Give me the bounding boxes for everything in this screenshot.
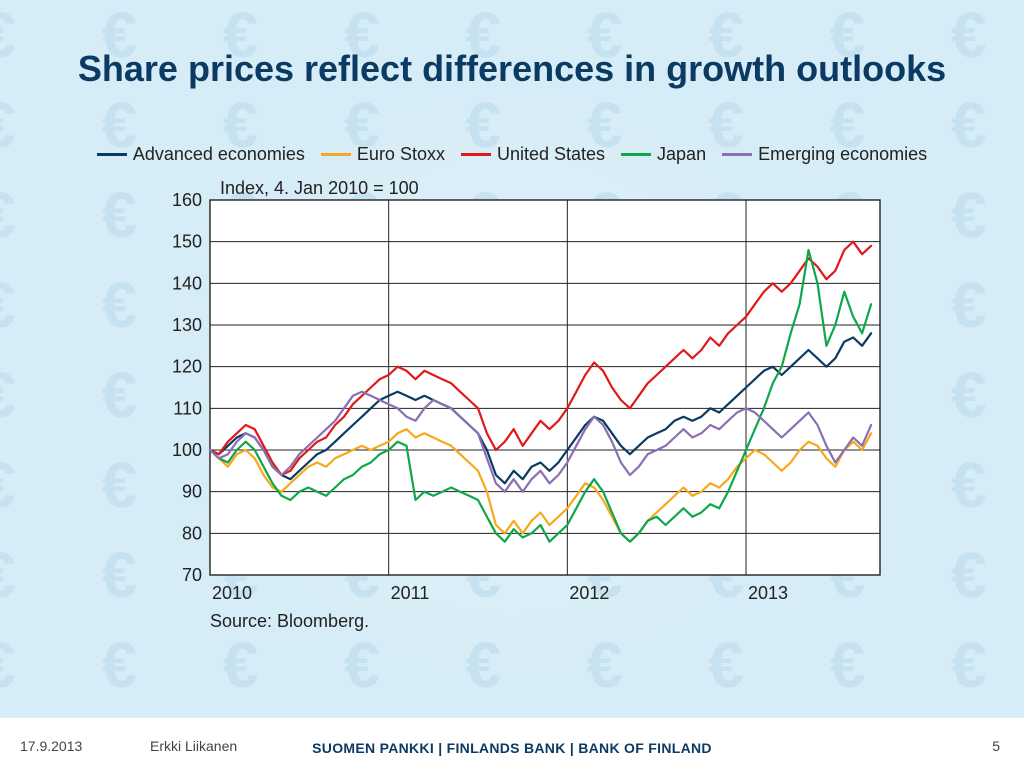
x-tick-label: 2010 (212, 583, 252, 603)
footer-page: 5 (992, 738, 1000, 754)
chart-area: 70 80 90 100 110 120 130 140 150 160 2010 2011 2012 2… (150, 175, 890, 645)
y-tick-label: 140 (172, 273, 202, 293)
chart-legend: Advanced economies Euro Stoxx United State… (0, 140, 1024, 165)
line-chart: 70 80 90 100 110 120 130 140 150 160 2010 2011 2012 2… (150, 175, 890, 645)
slide: Share prices reflect differences in grow… (0, 0, 1024, 768)
legend-item: Emerging economies (722, 144, 927, 165)
legend-label: Euro Stoxx (357, 144, 445, 165)
footer-org: SUOMEN PANKKI | FINLANDS BANK | BANK OF … (0, 740, 1024, 756)
legend-label: United States (497, 144, 605, 165)
y-tick-label: 70 (182, 565, 202, 585)
footer-bar: 17.9.2013 Erkki Liikanen SUOMEN PANKKI |… (0, 717, 1024, 768)
legend-swatch (321, 153, 351, 156)
chart-source: Source: Bloomberg. (210, 611, 369, 631)
y-tick-label: 100 (172, 440, 202, 460)
x-tick-label: 2013 (748, 583, 788, 603)
legend-swatch (621, 153, 651, 156)
x-tick-label: 2012 (569, 583, 609, 603)
legend-label: Emerging economies (758, 144, 927, 165)
legend-item: Advanced economies (97, 144, 305, 165)
y-tick-label: 110 (173, 398, 202, 418)
legend-item: United States (461, 144, 605, 165)
y-tick-label: 150 (172, 232, 202, 252)
x-tick-label: 2011 (391, 583, 430, 603)
y-tick-label: 80 (182, 523, 202, 543)
y-tick-label: 90 (182, 482, 202, 502)
legend-swatch (97, 153, 127, 156)
chart-subtitle: Index, 4. Jan 2010 = 100 (220, 178, 419, 198)
legend-swatch (461, 153, 491, 156)
legend-label: Japan (657, 144, 706, 165)
legend-label: Advanced economies (133, 144, 305, 165)
y-tick-label: 160 (172, 190, 202, 210)
y-tick-label: 120 (172, 357, 202, 377)
y-tick-label: 130 (172, 315, 202, 335)
slide-title: Share prices reflect differences in grow… (0, 48, 1024, 90)
legend-item: Euro Stoxx (321, 144, 445, 165)
legend-item: Japan (621, 144, 706, 165)
legend-swatch (722, 153, 752, 156)
